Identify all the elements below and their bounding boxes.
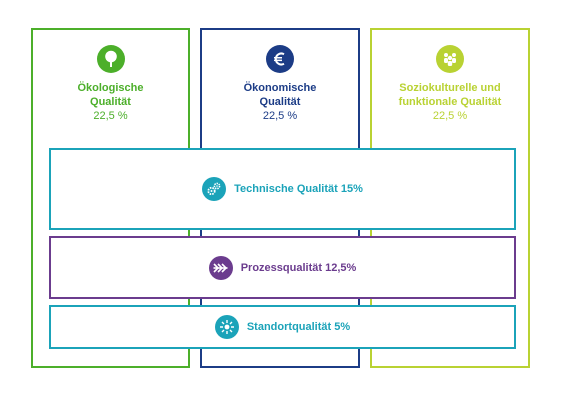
band-site-label: Standortqualität 5%: [246, 321, 351, 333]
pillar-ecological-percent: 22,5 %: [93, 110, 128, 122]
pillar-sociocultural-percent: 22,5 %: [432, 110, 468, 122]
pillar-economic-title-1: Ökonomische: [243, 82, 317, 94]
pillar-ecological-title-2: Qualität: [90, 96, 131, 108]
pillar-economic-percent: 22,5 %: [262, 110, 298, 122]
arrows-icon: [208, 255, 233, 280]
pillar-economic-title-2: Qualität: [259, 96, 301, 108]
band-technical-label: Technische Qualität 15%: [234, 183, 363, 195]
band-process-label: Prozessqualität 12,5%: [240, 261, 357, 274]
band-site-quality: Standortqualität 5%: [49, 305, 516, 349]
pillar-sociocultural-header: Soziokulturelle und funktionale Qualität…: [372, 30, 528, 123]
band-process-quality: Prozessqualität 12,5%: [49, 236, 516, 299]
gears-icon: [202, 177, 227, 201]
pillar-ecological-title-1: Ökologische: [77, 82, 144, 94]
location-burst-icon: [214, 315, 239, 339]
pillar-sociocultural-title-1: Soziokulturelle und: [399, 82, 501, 94]
pillar-economic-header: Ökonomische Qualität 22,5 %: [202, 30, 358, 123]
pillar-ecological-header: Ökologische Qualität 22,5 %: [33, 30, 188, 123]
tree-icon: [96, 45, 125, 73]
pillar-sociocultural-title-2: funktionale Qualität: [398, 96, 502, 108]
band-technical-quality: Technische Qualität 15%: [49, 148, 516, 230]
people-icon: [436, 45, 464, 73]
euro-icon: [266, 45, 294, 73]
